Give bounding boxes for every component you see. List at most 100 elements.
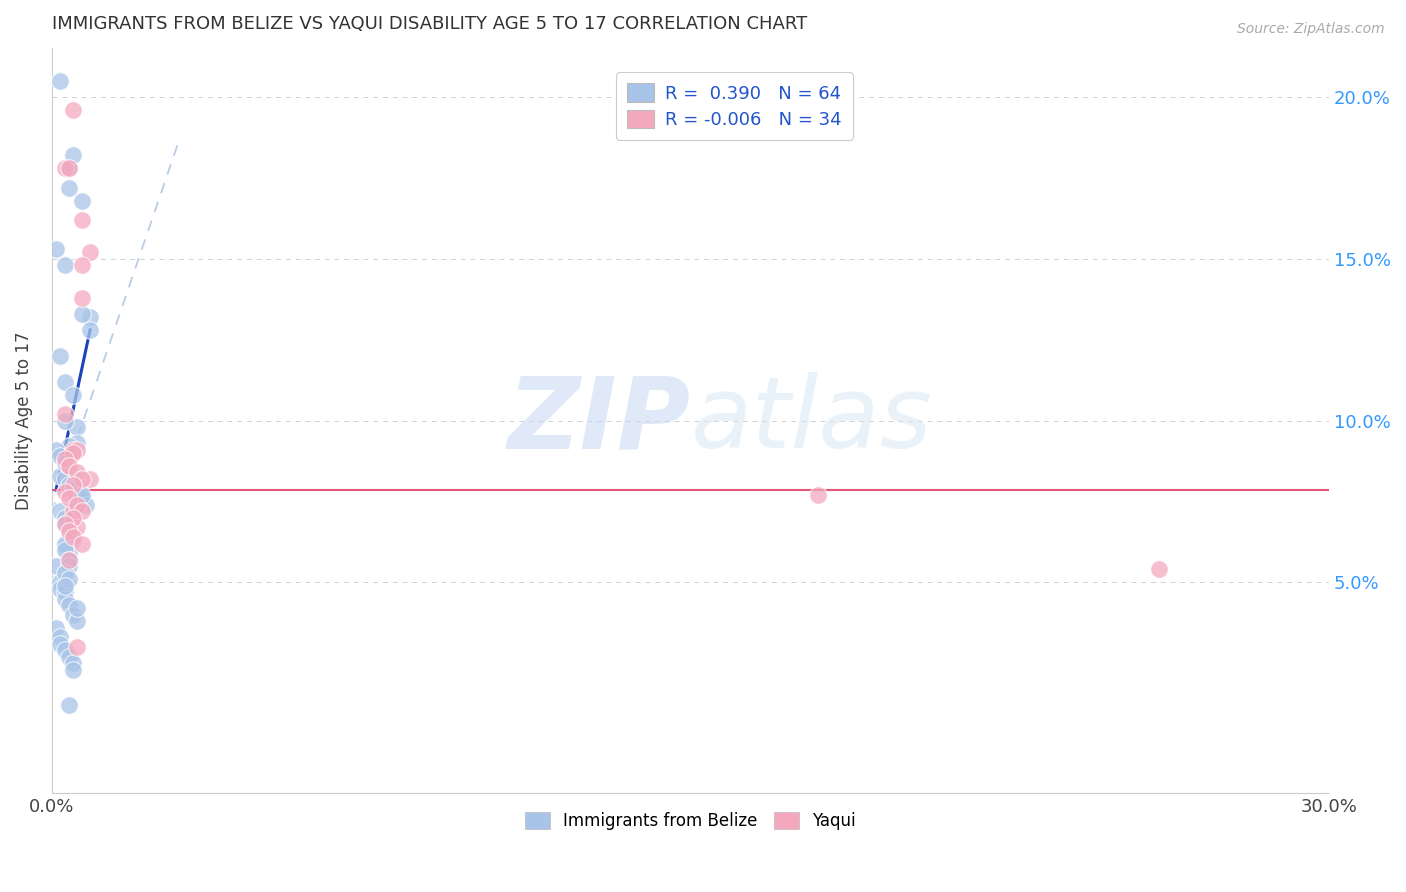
Point bbox=[58, 161, 80, 176]
Point bbox=[62, 657, 84, 671]
Point bbox=[53, 578, 76, 592]
Point bbox=[66, 614, 89, 628]
Point bbox=[58, 524, 80, 538]
Point bbox=[70, 258, 93, 272]
Point bbox=[53, 375, 76, 389]
Point bbox=[58, 552, 80, 566]
Point bbox=[49, 468, 72, 483]
Point bbox=[53, 536, 76, 550]
Point bbox=[62, 504, 84, 518]
Point bbox=[53, 161, 76, 176]
Point bbox=[49, 504, 72, 518]
Point bbox=[70, 536, 93, 550]
Point bbox=[53, 591, 76, 606]
Point bbox=[62, 530, 84, 544]
Point bbox=[49, 575, 72, 590]
Point bbox=[62, 103, 84, 117]
Point bbox=[53, 407, 76, 421]
Point bbox=[58, 552, 80, 566]
Point bbox=[58, 598, 80, 612]
Point bbox=[45, 559, 67, 574]
Point bbox=[58, 572, 80, 586]
Point bbox=[58, 439, 80, 453]
Point bbox=[66, 601, 89, 615]
Point bbox=[70, 194, 93, 208]
Point bbox=[1147, 562, 1170, 576]
Point bbox=[70, 488, 93, 502]
Point bbox=[53, 510, 76, 524]
Point bbox=[53, 566, 76, 580]
Legend: Immigrants from Belize, Yaqui: Immigrants from Belize, Yaqui bbox=[519, 805, 863, 837]
Point bbox=[53, 517, 76, 532]
Point bbox=[66, 442, 89, 457]
Point bbox=[62, 663, 84, 677]
Point bbox=[58, 472, 80, 486]
Point bbox=[66, 482, 89, 496]
Point bbox=[807, 488, 830, 502]
Point bbox=[62, 504, 84, 518]
Point bbox=[58, 491, 80, 506]
Point bbox=[58, 180, 80, 194]
Point bbox=[66, 466, 89, 480]
Point bbox=[70, 213, 93, 227]
Point bbox=[70, 504, 93, 518]
Point bbox=[70, 472, 93, 486]
Point bbox=[66, 488, 89, 502]
Point bbox=[62, 446, 84, 460]
Point bbox=[53, 258, 76, 272]
Point bbox=[49, 631, 72, 645]
Point bbox=[62, 482, 84, 496]
Point bbox=[58, 649, 80, 664]
Point bbox=[45, 621, 67, 635]
Point bbox=[62, 148, 84, 162]
Point bbox=[49, 449, 72, 463]
Text: atlas: atlas bbox=[690, 372, 932, 469]
Point bbox=[45, 242, 67, 256]
Point bbox=[53, 643, 76, 657]
Text: ZIP: ZIP bbox=[508, 372, 690, 469]
Point bbox=[53, 517, 76, 532]
Point bbox=[45, 442, 67, 457]
Y-axis label: Disability Age 5 to 17: Disability Age 5 to 17 bbox=[15, 331, 32, 510]
Text: IMMIGRANTS FROM BELIZE VS YAQUI DISABILITY AGE 5 TO 17 CORRELATION CHART: IMMIGRANTS FROM BELIZE VS YAQUI DISABILI… bbox=[52, 15, 807, 33]
Point bbox=[53, 585, 76, 599]
Point bbox=[62, 533, 84, 548]
Point bbox=[53, 540, 76, 554]
Point bbox=[66, 498, 89, 512]
Point bbox=[49, 74, 72, 88]
Point bbox=[49, 582, 72, 596]
Point bbox=[66, 520, 89, 534]
Point bbox=[66, 420, 89, 434]
Point bbox=[79, 245, 101, 260]
Point bbox=[79, 472, 101, 486]
Point bbox=[58, 458, 80, 473]
Point bbox=[62, 442, 84, 457]
Point bbox=[53, 452, 76, 467]
Point bbox=[62, 607, 84, 622]
Point bbox=[70, 307, 93, 321]
Point bbox=[53, 484, 76, 499]
Point bbox=[66, 640, 89, 654]
Point bbox=[70, 491, 93, 506]
Text: Source: ZipAtlas.com: Source: ZipAtlas.com bbox=[1237, 22, 1385, 37]
Point bbox=[58, 458, 80, 473]
Point bbox=[79, 323, 101, 337]
Point bbox=[75, 498, 97, 512]
Point bbox=[53, 456, 76, 470]
Point bbox=[53, 452, 76, 467]
Point bbox=[53, 472, 76, 486]
Point bbox=[58, 698, 80, 713]
Point bbox=[58, 478, 80, 492]
Point bbox=[58, 546, 80, 560]
Point bbox=[58, 526, 80, 541]
Point bbox=[66, 436, 89, 450]
Point bbox=[49, 349, 72, 363]
Point bbox=[53, 413, 76, 427]
Point bbox=[53, 543, 76, 558]
Point bbox=[70, 291, 93, 305]
Point bbox=[79, 310, 101, 324]
Point bbox=[58, 559, 80, 574]
Point bbox=[49, 637, 72, 651]
Point bbox=[62, 387, 84, 401]
Point bbox=[62, 510, 84, 524]
